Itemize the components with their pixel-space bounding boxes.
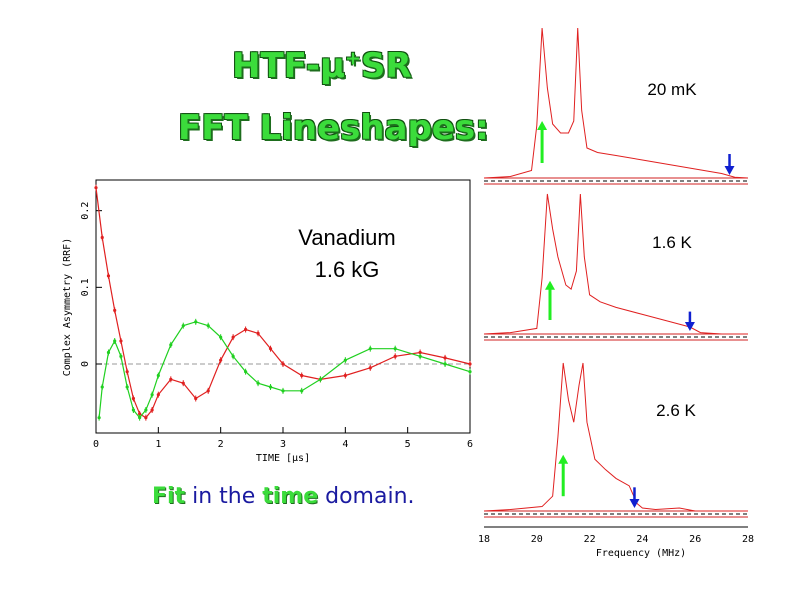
time-axis-label: TIME [μs] xyxy=(256,453,310,464)
data-point xyxy=(393,347,397,351)
x-tick-label: 1 xyxy=(155,439,161,450)
data-point xyxy=(281,389,285,393)
fft-lineshape-0 xyxy=(483,27,749,179)
data-point xyxy=(138,416,142,420)
x-tick-label: 4 xyxy=(342,439,348,450)
frequency-tick-label: 22 xyxy=(584,534,596,545)
data-point xyxy=(256,331,260,335)
blue-arrow-head xyxy=(684,322,695,331)
data-point xyxy=(443,362,447,366)
slide-title-line1: HTF-μ+SR xyxy=(232,46,412,86)
data-point xyxy=(343,358,347,362)
frequency-tick-label: 20 xyxy=(531,534,543,545)
data-point xyxy=(268,385,273,389)
data-point xyxy=(368,347,372,351)
data-point xyxy=(368,366,372,370)
data-point xyxy=(119,354,123,358)
data-point xyxy=(219,358,223,362)
data-point xyxy=(343,373,347,378)
sample-label-line1: Vanadium xyxy=(298,225,395,250)
data-point xyxy=(468,362,472,366)
data-point xyxy=(194,320,198,324)
data-point xyxy=(181,381,185,385)
temperature-label: 2.6 K xyxy=(656,401,696,420)
data-point xyxy=(113,339,117,343)
data-point xyxy=(113,308,117,312)
data-point xyxy=(256,381,260,385)
blue-arrow-head xyxy=(724,166,735,175)
data-point xyxy=(144,416,148,420)
green-arrow-head xyxy=(558,454,569,464)
data-point xyxy=(268,347,273,351)
slide-title-line2: FFT Lineshapes: xyxy=(178,108,489,148)
frequency-tick-label: 18 xyxy=(478,534,490,545)
data-point xyxy=(206,389,210,393)
frequency-tick-label: 28 xyxy=(742,534,754,545)
y-tick-label: 0.2 xyxy=(80,202,91,220)
data-point xyxy=(318,377,322,381)
data-point xyxy=(393,354,397,358)
data-point xyxy=(244,370,248,374)
x-tick-label: 2 xyxy=(218,439,224,450)
temperature-label: 1.6 K xyxy=(652,233,692,252)
data-point xyxy=(300,389,304,393)
x-tick-label: 3 xyxy=(280,439,286,450)
data-point xyxy=(156,393,160,397)
data-point xyxy=(156,373,160,378)
frequency-tick-label: 26 xyxy=(689,534,701,545)
data-point xyxy=(138,412,142,416)
data-point xyxy=(443,356,447,360)
data-point xyxy=(131,396,135,401)
green-arrow-head xyxy=(545,280,555,290)
x-tick-label: 5 xyxy=(405,439,411,450)
data-point xyxy=(244,327,248,332)
data-point xyxy=(150,393,154,397)
frequency-tick-label: 24 xyxy=(636,534,648,545)
green-arrow-head xyxy=(537,121,548,130)
fft-lineshape-2 xyxy=(483,362,748,512)
data-point xyxy=(219,335,223,339)
data-point xyxy=(106,350,111,355)
data-point xyxy=(94,186,98,190)
data-point xyxy=(144,408,148,412)
data-point xyxy=(231,354,235,358)
data-point xyxy=(100,235,104,240)
temperature-label: 20 mK xyxy=(647,80,697,99)
x-tick-label: 6 xyxy=(467,439,473,450)
data-point xyxy=(97,416,101,420)
data-point xyxy=(119,339,123,343)
frequency-axis-label: Frequency (MHz) xyxy=(596,548,686,559)
data-point xyxy=(125,370,129,374)
sample-label-line2: 1.6 kG xyxy=(315,257,380,282)
data-point xyxy=(300,373,304,378)
data-point xyxy=(125,385,129,389)
data-point xyxy=(468,370,472,374)
data-point xyxy=(169,343,173,347)
x-tick-label: 0 xyxy=(93,439,99,450)
fit-caption: Fit in the time domain. xyxy=(152,484,415,509)
data-point xyxy=(131,408,135,412)
data-point xyxy=(418,354,422,358)
data-point xyxy=(194,396,198,401)
data-point xyxy=(106,274,111,278)
data-point xyxy=(281,362,285,366)
y-tick-label: 0.1 xyxy=(80,278,91,296)
fft-lineshape-1 xyxy=(483,193,748,335)
time-series-line-0 xyxy=(95,187,471,419)
data-point xyxy=(231,335,235,339)
y-tick-label: 0 xyxy=(80,361,91,367)
data-point xyxy=(418,350,422,355)
data-point xyxy=(169,377,173,381)
blue-arrow-head xyxy=(629,499,640,508)
asymmetry-axis-label: Complex Asymmetry (RRF) xyxy=(62,238,73,376)
data-point xyxy=(206,324,210,328)
data-point xyxy=(100,385,104,389)
data-point xyxy=(181,324,185,328)
data-point xyxy=(150,408,154,412)
